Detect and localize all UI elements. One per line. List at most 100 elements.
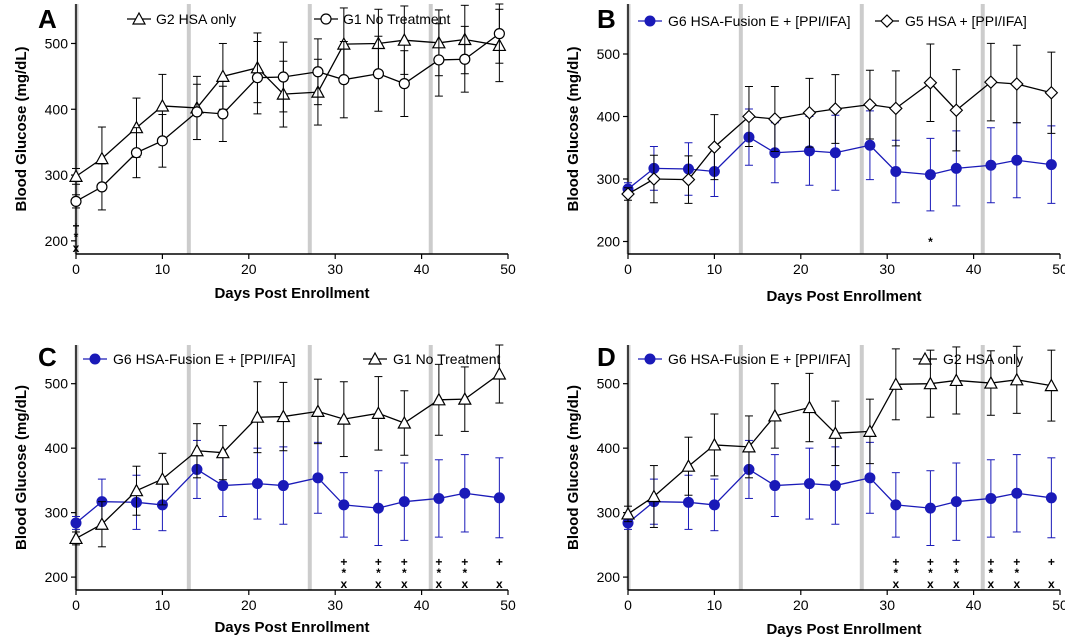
y-tick-label: 200 [597, 569, 621, 585]
data-point [251, 478, 263, 490]
dosing-band [738, 345, 743, 590]
data-point [802, 400, 817, 414]
x-axis-title: Days Post Enrollment [214, 619, 369, 636]
data-point [985, 492, 997, 504]
data-point [217, 108, 229, 120]
y-tick-label: 200 [45, 569, 69, 585]
data-point [983, 375, 998, 389]
legend-marker [367, 351, 383, 365]
y-tick-label: 400 [45, 440, 69, 456]
data-point [310, 404, 325, 418]
data-point [888, 377, 903, 390]
significance-mark: x [988, 577, 995, 591]
data-point [647, 172, 661, 186]
data-point [681, 458, 696, 472]
x-tick-label: 20 [793, 261, 809, 277]
data-point [493, 492, 505, 504]
significance-mark: + [375, 555, 382, 569]
x-tick-label: 20 [241, 597, 257, 613]
legend-entry: G6 HSA-Fusion E + [PPI/IFA] [638, 351, 850, 367]
significance-mark: x [1048, 577, 1055, 591]
data-point [682, 496, 694, 508]
panel-letter: D [597, 342, 616, 372]
data-point [1045, 492, 1057, 504]
x-axis-title: Days Post Enrollment [766, 288, 921, 305]
chart-panel-c: 0 10 20 30 40 50 200 300 400 500 Days Post Enrollm… [13, 342, 516, 636]
data-point [155, 98, 170, 112]
legend-label: G6 HSA-Fusion E + [PPI/IFA] [113, 351, 295, 367]
data-point [277, 71, 289, 83]
y-tick-label: 500 [45, 376, 69, 392]
data-point [372, 68, 384, 80]
data-point [338, 499, 350, 511]
legend-marker [644, 15, 656, 27]
x-tick-label: 10 [707, 597, 723, 613]
significance-mark: * [376, 566, 381, 580]
dosing-band [980, 4, 985, 254]
legend-label: G6 HSA-Fusion E + [PPI/IFA] [668, 13, 850, 29]
significance-mark: + [987, 555, 994, 569]
data-point [250, 409, 265, 423]
x-axis-title: Days Post Enrollment [766, 621, 921, 638]
data-point [950, 496, 962, 508]
legend-label: G1 No Treatment [393, 351, 500, 367]
x-tick-label: 10 [155, 597, 171, 613]
x-tick-label: 10 [707, 261, 723, 277]
legend-label: G5 HSA + [PPI/IFA] [905, 13, 1027, 29]
data-point [646, 489, 661, 503]
series-2 [68, 344, 507, 548]
data-point [924, 169, 936, 181]
data-point [862, 424, 877, 437]
legend-label: G1 No Treatment [343, 11, 450, 27]
y-tick-label: 300 [45, 505, 69, 521]
legend-label: G2 HSA only [943, 351, 1023, 367]
significance-mark: * [437, 566, 442, 580]
chart-panel-a: 0 10 20 30 40 50 200 300 400 500 Days Post Enrollm… [13, 3, 516, 302]
x-tick-label: 40 [966, 597, 982, 613]
significance-mark: + [892, 555, 899, 569]
legend-marker [917, 351, 933, 365]
panel-letter: B [597, 4, 616, 34]
data-point [70, 517, 82, 529]
data-point [864, 139, 876, 151]
data-point [156, 135, 168, 147]
data-point [924, 502, 936, 514]
significance-mark: x [953, 577, 960, 591]
significance-mark: x [340, 577, 347, 591]
chart-panel-d: 0 10 20 30 40 50 200 300 400 500 Days Post Enrollm… [565, 342, 1065, 638]
legend-marker [644, 353, 656, 365]
data-point [215, 69, 230, 82]
significance-mark: x [375, 577, 382, 591]
significance-mark: * [462, 566, 467, 580]
data-point [769, 480, 781, 492]
data-point [829, 480, 841, 492]
y-axis-title: Blood Glucose (mg/dL) [13, 385, 30, 550]
data-point [621, 187, 635, 201]
y-axis-title: Blood Glucose (mg/dL) [13, 47, 30, 212]
series-2 [620, 345, 1059, 528]
data-point [217, 480, 229, 492]
y-tick-label: 500 [597, 376, 621, 392]
data-point [1009, 372, 1024, 386]
data-point [1045, 159, 1057, 171]
x-axis-title: Days Post Enrollment [214, 285, 369, 302]
data-point [397, 32, 412, 46]
data-point [949, 103, 964, 118]
data-point [68, 169, 84, 182]
dosing-band [980, 345, 985, 590]
data-point [828, 426, 843, 439]
legend-marker [320, 13, 332, 25]
significance-mark: * [894, 566, 899, 580]
y-tick-label: 300 [45, 167, 69, 183]
data-point [459, 53, 471, 65]
dosing-band [859, 345, 864, 590]
data-point [431, 392, 446, 406]
significance-mark: * [1014, 566, 1019, 580]
data-point [802, 105, 817, 120]
data-point [397, 415, 412, 429]
data-point [459, 487, 471, 499]
data-point [1044, 378, 1059, 392]
data-point [130, 147, 143, 159]
legend-entry: G5 HSA + [PPI/IFA] [875, 13, 1027, 29]
data-point [864, 472, 876, 484]
